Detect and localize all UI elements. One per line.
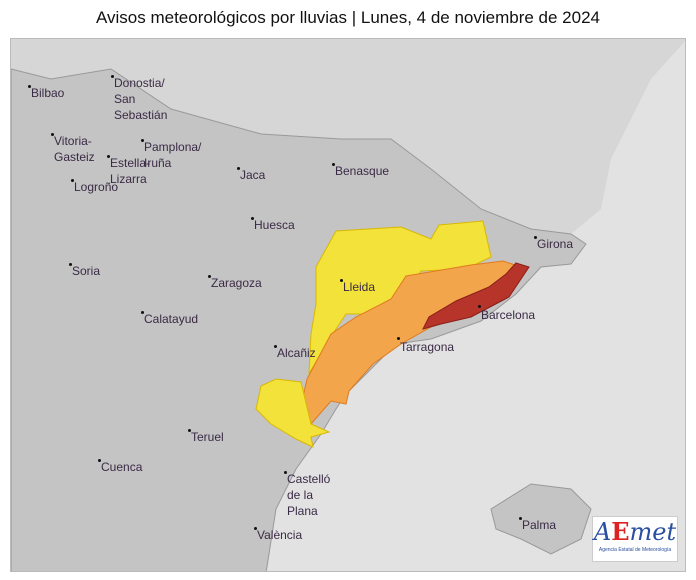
city-dot — [397, 337, 400, 340]
city-dot — [141, 311, 144, 314]
city-label: València — [257, 528, 303, 542]
city-dot — [340, 279, 343, 282]
city-label: Castelló de la Plana — [287, 472, 331, 518]
spain-land — [11, 68, 587, 571]
city-label: Teruel — [191, 430, 224, 444]
city-label: Huesca — [254, 218, 295, 232]
city-label: Alcañiz — [277, 346, 316, 360]
city-dot — [534, 236, 537, 239]
city-dot — [188, 429, 191, 432]
france-land — [11, 39, 685, 234]
city-dot — [332, 163, 335, 166]
city-label: Barcelona — [481, 308, 536, 322]
aemet-logo: AEmet Agencia Estatal de Meteorología — [592, 516, 678, 562]
city-dot — [274, 345, 277, 348]
city-label: Tarragona — [400, 340, 455, 354]
city-label: Jaca — [240, 168, 266, 182]
city-dot — [519, 517, 522, 520]
city-label: Pamplona/ Iruña — [144, 140, 202, 170]
city-dot — [251, 217, 254, 220]
city-dot — [107, 155, 110, 158]
city-label: Zaragoza — [211, 276, 262, 290]
city-dot — [69, 263, 72, 266]
warning-yellow-south — [255, 378, 331, 448]
city-label: Lleida — [343, 280, 376, 294]
city-dot — [284, 471, 287, 474]
warning-map: Bilbao Donostia/ San Sebastián Vitoria- … — [10, 38, 686, 572]
city-dot — [478, 305, 481, 308]
city-label: Calatayud — [144, 312, 199, 326]
logo-mark: AEmet — [593, 517, 677, 546]
city-label: Cuenca — [101, 460, 143, 474]
city-label: Palma — [522, 518, 557, 532]
city-label: Soria — [72, 264, 101, 278]
map-title: Avisos meteorológicos por lluvias | Lune… — [95, 8, 600, 27]
city-label: Donostia/ San Sebastián — [114, 76, 168, 122]
city-dot — [141, 139, 144, 142]
city-label: Bilbao — [31, 86, 65, 100]
city-label: Benasque — [335, 164, 390, 178]
city-label: Vitoria- Gasteiz — [54, 134, 95, 164]
mallorca — [490, 483, 592, 555]
city-dot — [237, 167, 240, 170]
city-dot — [254, 527, 257, 530]
warning-red — [422, 262, 530, 330]
logo-subtitle: Agencia Estatal de Meteorología — [598, 547, 672, 553]
map-svg — [11, 39, 685, 571]
city-label: Estella- Lizarra — [110, 156, 151, 186]
city-dot — [208, 275, 211, 278]
city-dot — [28, 85, 31, 88]
city-label: Girona — [537, 237, 574, 251]
city-dot — [71, 179, 74, 182]
city-dot — [51, 133, 54, 136]
city-dot — [98, 459, 101, 462]
city-dot — [111, 75, 114, 78]
city-label: Logroño — [74, 180, 119, 194]
